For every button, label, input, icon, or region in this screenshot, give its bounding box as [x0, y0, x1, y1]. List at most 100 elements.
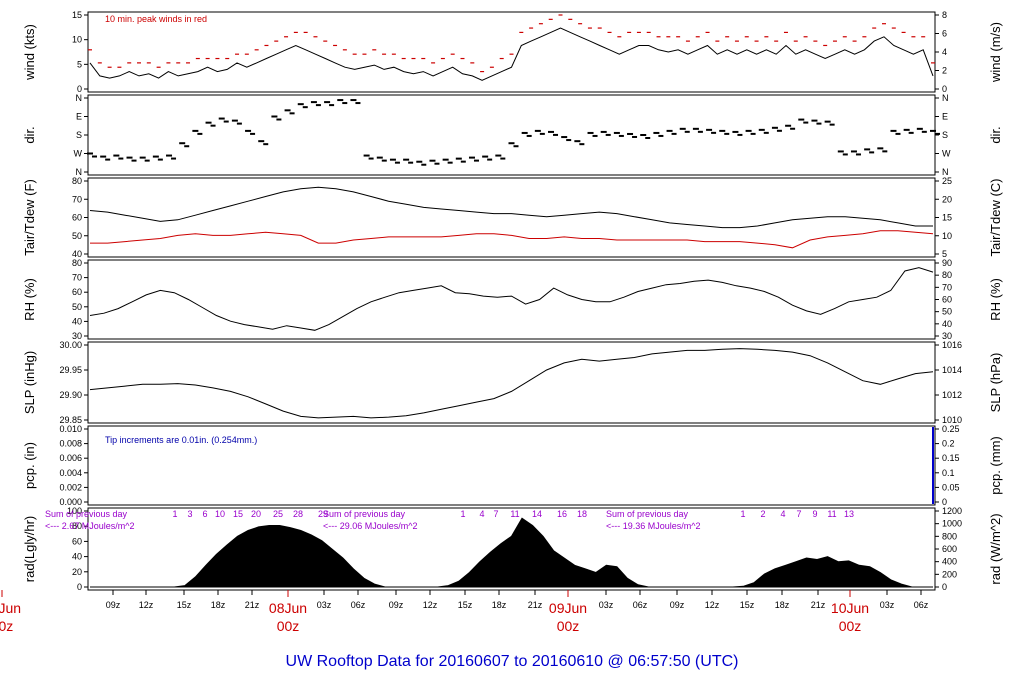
dir-ytick-left: S — [76, 130, 82, 140]
dir-point — [513, 145, 519, 148]
temp-frame — [87, 177, 936, 258]
slp-ytick-right: 1016 — [942, 340, 962, 350]
pcp-ytick-left: 0.000 — [59, 497, 82, 507]
dir-point — [284, 109, 291, 112]
dir-point — [324, 101, 331, 104]
temp-ytick-right: 5 — [942, 249, 947, 259]
dir-point — [381, 159, 387, 162]
dir-point — [640, 134, 647, 136]
dir-point — [785, 124, 792, 127]
rh-ytick-left: 60 — [72, 287, 82, 297]
dir-point — [329, 104, 335, 107]
dir-point — [579, 143, 585, 146]
dir-ytick-right: N — [942, 93, 949, 103]
dir-point — [152, 155, 159, 158]
rh-frame — [87, 259, 936, 340]
x-tick-label: 09z — [670, 600, 685, 610]
dir-point — [658, 134, 664, 137]
dir-ytick-left: N — [76, 93, 83, 103]
dir-point — [534, 129, 541, 132]
x-tick-label: 18z — [492, 600, 507, 610]
dir-point — [692, 127, 699, 130]
dir-point — [113, 154, 120, 157]
dir-point — [442, 158, 449, 161]
dir-point — [310, 101, 317, 104]
dir-point — [403, 158, 410, 161]
dir-point — [706, 128, 713, 131]
panel-temp: Tair/Tdew (F) Tair/Tdew (C) 40 50 60 70 80 5 10 1… — [22, 176, 1003, 259]
x-tick-label: 18z — [211, 600, 226, 610]
wind-ylabel-left: wind (kts) — [22, 24, 37, 81]
rad-hour-mark: 20 — [251, 509, 261, 519]
rh-ylabel-right: RH (%) — [988, 278, 1003, 321]
rad-ytick-left: 0 — [77, 582, 82, 592]
dir-point — [587, 131, 594, 134]
rad-hour-mark: 9 — [812, 509, 817, 519]
dir-point — [429, 159, 436, 162]
dir-point — [653, 131, 660, 134]
dir-point — [302, 106, 308, 109]
dir-point — [935, 132, 940, 135]
dir-point — [473, 159, 479, 162]
dir-point — [236, 122, 242, 125]
dir-point — [416, 160, 423, 163]
slp-ytick-left: 30.00 — [59, 340, 82, 350]
temp-ytick-right: 25 — [942, 176, 952, 186]
rh-ylabel-left: RH (%) — [22, 278, 37, 321]
x-tick-label: 18z — [775, 600, 790, 610]
dir-point — [421, 163, 427, 166]
dir-point — [271, 115, 278, 118]
tair-line — [89, 186, 933, 229]
rad-hour-mark: 1 — [172, 509, 177, 519]
dir-point — [737, 133, 743, 136]
rad-day-sum-value: <--- 29.06 MJoules/m^2 — [323, 521, 418, 531]
dir-point — [697, 130, 703, 133]
dir-point — [250, 132, 256, 135]
dir-point — [627, 132, 634, 135]
day-label: 10Jun — [831, 600, 869, 616]
dir-point — [908, 131, 914, 134]
dir-point — [144, 159, 150, 162]
day-label: 07Jun — [0, 600, 21, 616]
dir-point — [245, 129, 252, 132]
dir-point — [816, 122, 822, 125]
rad-day-sum-value: <--- 19.36 MJoules/m^2 — [606, 521, 701, 531]
wind-ytick-left: 5 — [77, 59, 82, 69]
pcp-ytick-left: 0.008 — [59, 439, 82, 449]
dir-point — [468, 156, 475, 159]
dir-point — [355, 102, 361, 105]
slp-line — [89, 348, 934, 419]
temp-ylabel-left: Tair/Tdew (F) — [22, 179, 37, 256]
x-tick-label: 03z — [599, 600, 614, 610]
dir-point — [297, 103, 304, 106]
dir-point — [592, 134, 598, 137]
rad-day-sum-value: <--- 2.67 MJoules/m^2 — [45, 521, 135, 531]
rad-hour-mark: 3 — [187, 509, 192, 519]
rad-hour-mark: 10 — [215, 509, 225, 519]
dir-point — [882, 150, 888, 153]
dir-point — [679, 127, 686, 130]
temp-ytick-left: 80 — [72, 176, 82, 186]
slp-ylabel-right: SLP (hPa) — [988, 353, 1003, 413]
pcp-ytick-right: 0.15 — [942, 453, 960, 463]
rh-ytick-right: 50 — [942, 307, 952, 317]
day-label: 08Jun — [269, 600, 307, 616]
day-label-hour: 00z — [277, 618, 300, 634]
rad-hour-mark: 11 — [827, 509, 836, 519]
dir-point — [231, 119, 238, 122]
rad-ytick-left: 100 — [67, 506, 82, 516]
dir-point — [131, 159, 137, 162]
dir-point — [92, 155, 97, 158]
dir-point — [118, 157, 124, 160]
rad-hour-mark: 29 — [318, 509, 328, 519]
rad-hour-mark: 11 — [510, 509, 519, 519]
pcp-ytick-right: 0.25 — [942, 424, 960, 434]
dir-point — [408, 161, 414, 164]
panel-rh: RH (%) RH (%) 30 40 50 60 70 80 30 40 50 60 70 80 90 — [22, 258, 1003, 341]
dir-point — [921, 130, 927, 133]
wind-ytick-right: 4 — [942, 47, 947, 57]
dir-point — [315, 104, 321, 107]
dir-point — [803, 121, 809, 124]
x-tick-label: 06z — [633, 600, 648, 610]
dir-point — [487, 158, 493, 161]
